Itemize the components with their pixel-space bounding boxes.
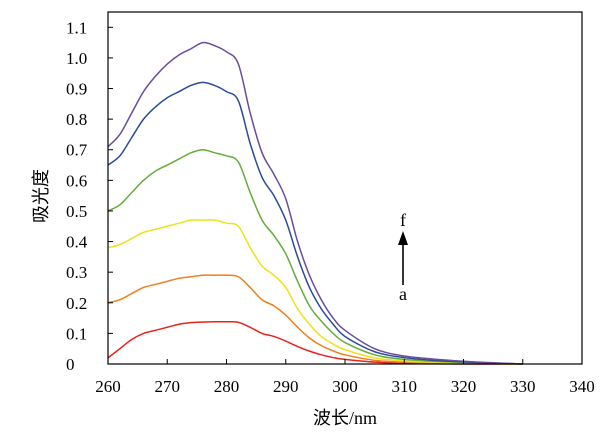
x-tick-label: 310 — [392, 377, 418, 396]
x-tick-label: 320 — [451, 377, 477, 396]
annotation-start-label: a — [399, 284, 407, 304]
series-line-1 — [107, 320, 523, 365]
plot-frame — [107, 11, 583, 365]
x-tick-label: 260 — [95, 377, 121, 396]
y-tick-label: 0.1 — [66, 324, 87, 343]
x-axis: 260 270 280 290 300 310 320 330 340 — [95, 359, 595, 396]
y-axis-title: 吸光度 — [31, 169, 51, 223]
series-line-6 — [107, 41, 523, 365]
x-tick-label: 300 — [332, 377, 358, 396]
trend-annotation: f a — [398, 210, 408, 304]
y-tick-label: 0.3 — [66, 263, 87, 282]
series-line-3 — [107, 219, 523, 365]
y-tick-label: 0.5 — [66, 202, 87, 221]
series-line-4 — [107, 148, 523, 365]
x-tick-label: 340 — [569, 377, 595, 396]
series-layer — [107, 41, 523, 365]
y-tick-label: 0.7 — [66, 141, 88, 160]
y-tick-label: 0 — [66, 355, 75, 374]
series-line-2 — [107, 274, 523, 365]
annotation-arrow-head — [398, 231, 408, 245]
x-axis-title: 波长/nm — [313, 408, 377, 428]
y-tick-label: 1.0 — [66, 49, 87, 68]
x-tick-label: 280 — [214, 377, 240, 396]
y-tick-label: 0.9 — [66, 80, 87, 99]
y-tick-label: 0.8 — [66, 110, 87, 129]
x-tick-label: 330 — [510, 377, 536, 396]
x-tick-label: 290 — [273, 377, 299, 396]
x-tick-label: 270 — [155, 377, 181, 396]
series-line-5 — [107, 81, 523, 365]
y-tick-label: 1.1 — [66, 18, 87, 37]
y-axis: 0 0.1 0.2 0.3 0.4 0.5 0.6 0.7 0.8 0.9 1.0 1.1 — [66, 18, 113, 374]
y-tick-label: 0.6 — [66, 171, 87, 190]
annotation-end-label: f — [400, 210, 406, 230]
y-tick-label: 0.2 — [66, 294, 87, 313]
y-tick-label: 0.4 — [66, 233, 88, 252]
